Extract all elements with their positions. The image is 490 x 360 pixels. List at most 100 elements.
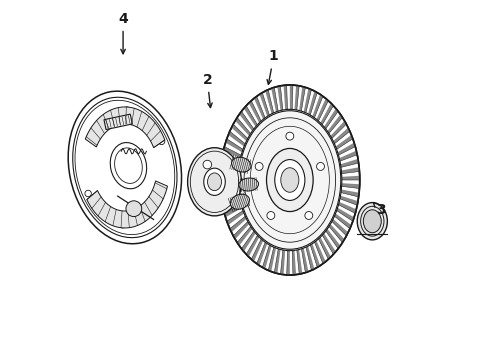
- Polygon shape: [330, 121, 346, 139]
- Ellipse shape: [267, 148, 313, 212]
- Ellipse shape: [364, 210, 381, 233]
- Ellipse shape: [239, 178, 259, 191]
- Polygon shape: [104, 114, 132, 130]
- Ellipse shape: [232, 157, 251, 172]
- Polygon shape: [337, 208, 354, 221]
- Polygon shape: [265, 90, 274, 114]
- Polygon shape: [239, 111, 254, 131]
- Polygon shape: [318, 237, 331, 259]
- Circle shape: [85, 190, 91, 197]
- Ellipse shape: [230, 194, 249, 209]
- Polygon shape: [249, 101, 261, 123]
- Polygon shape: [310, 244, 320, 267]
- Polygon shape: [260, 93, 270, 116]
- Polygon shape: [237, 226, 252, 246]
- Ellipse shape: [73, 97, 177, 238]
- Polygon shape: [223, 147, 241, 158]
- Polygon shape: [339, 202, 356, 213]
- Polygon shape: [271, 87, 278, 112]
- Polygon shape: [268, 247, 276, 271]
- Polygon shape: [220, 186, 238, 193]
- Circle shape: [267, 212, 275, 220]
- Ellipse shape: [357, 203, 388, 240]
- Ellipse shape: [188, 148, 242, 216]
- Polygon shape: [233, 221, 249, 239]
- Text: 3: 3: [373, 202, 386, 217]
- Polygon shape: [308, 91, 318, 115]
- Ellipse shape: [220, 85, 360, 275]
- Polygon shape: [235, 117, 251, 136]
- Circle shape: [87, 133, 94, 139]
- Polygon shape: [284, 85, 288, 109]
- Circle shape: [203, 160, 212, 169]
- Ellipse shape: [239, 111, 341, 249]
- Polygon shape: [231, 124, 248, 141]
- Polygon shape: [246, 235, 259, 257]
- Polygon shape: [244, 106, 257, 127]
- Circle shape: [255, 162, 263, 170]
- Polygon shape: [220, 163, 239, 171]
- Polygon shape: [342, 183, 360, 189]
- Polygon shape: [294, 85, 299, 110]
- Polygon shape: [221, 155, 240, 164]
- Circle shape: [305, 212, 313, 220]
- Polygon shape: [342, 167, 360, 174]
- Polygon shape: [222, 199, 241, 210]
- Circle shape: [120, 221, 126, 228]
- Polygon shape: [220, 171, 238, 177]
- Circle shape: [158, 138, 165, 145]
- Polygon shape: [326, 229, 341, 249]
- Polygon shape: [228, 131, 245, 147]
- Polygon shape: [340, 196, 358, 205]
- Polygon shape: [230, 216, 246, 232]
- Polygon shape: [290, 85, 293, 109]
- Polygon shape: [329, 224, 344, 243]
- Polygon shape: [336, 135, 353, 149]
- Text: 4: 4: [118, 12, 128, 54]
- Polygon shape: [254, 96, 265, 119]
- Polygon shape: [227, 211, 244, 225]
- Polygon shape: [262, 245, 271, 269]
- Polygon shape: [274, 249, 281, 274]
- Ellipse shape: [275, 159, 305, 201]
- Polygon shape: [251, 239, 263, 262]
- Polygon shape: [324, 108, 338, 129]
- Polygon shape: [313, 94, 323, 118]
- Polygon shape: [335, 213, 351, 229]
- Polygon shape: [225, 139, 243, 152]
- Ellipse shape: [204, 168, 225, 195]
- Polygon shape: [257, 242, 267, 266]
- Polygon shape: [287, 251, 290, 275]
- Polygon shape: [277, 86, 283, 111]
- Polygon shape: [85, 107, 165, 148]
- Polygon shape: [341, 159, 359, 167]
- Circle shape: [156, 195, 163, 202]
- Polygon shape: [317, 98, 328, 121]
- Text: 2: 2: [202, 73, 212, 108]
- Ellipse shape: [110, 143, 147, 189]
- Polygon shape: [320, 103, 333, 125]
- Ellipse shape: [68, 91, 182, 244]
- Polygon shape: [280, 250, 285, 275]
- Polygon shape: [87, 181, 168, 228]
- Polygon shape: [221, 193, 239, 201]
- Polygon shape: [224, 205, 242, 217]
- Polygon shape: [315, 241, 326, 264]
- Circle shape: [317, 162, 324, 170]
- Polygon shape: [242, 231, 256, 252]
- Circle shape: [126, 201, 142, 217]
- Ellipse shape: [208, 173, 221, 191]
- Text: 1: 1: [267, 49, 278, 84]
- Ellipse shape: [281, 168, 299, 192]
- Polygon shape: [342, 176, 360, 180]
- Polygon shape: [299, 86, 305, 111]
- Polygon shape: [292, 251, 296, 275]
- Polygon shape: [332, 219, 348, 236]
- Polygon shape: [333, 128, 350, 144]
- Polygon shape: [327, 114, 343, 134]
- Polygon shape: [220, 180, 238, 184]
- Polygon shape: [338, 143, 355, 155]
- Circle shape: [286, 132, 294, 140]
- Polygon shape: [304, 89, 312, 113]
- Polygon shape: [297, 249, 302, 274]
